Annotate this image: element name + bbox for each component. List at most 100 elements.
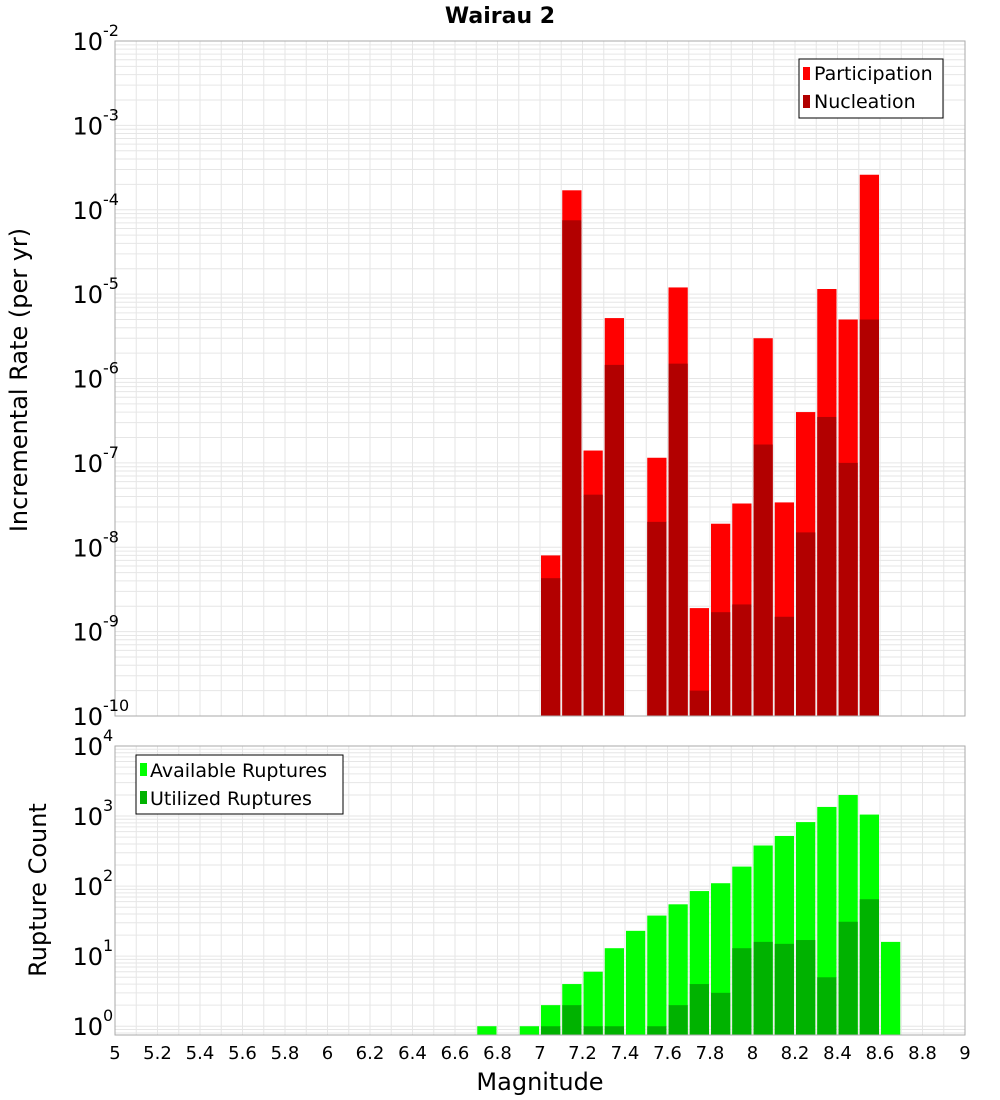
top-bar-s2 [668, 363, 688, 716]
bottom-bar-s2 [838, 921, 858, 1035]
x-tick-label: 6 [322, 1043, 333, 1064]
y-tick-exponent: -6 [103, 359, 119, 378]
y-tick-label: 10 [72, 197, 103, 225]
x-tick-label: 7.6 [653, 1043, 682, 1064]
x-tick-label: 7.4 [611, 1043, 640, 1064]
y-tick-exponent: 1 [103, 936, 113, 955]
y-tick-label: 10 [72, 873, 103, 901]
top-bar-s2 [838, 462, 858, 716]
y-tick-label: 10 [72, 281, 103, 309]
y-tick-exponent: -9 [103, 612, 119, 631]
x-tick-label: 5.4 [186, 1043, 215, 1064]
y-tick-label: 10 [72, 943, 103, 971]
x-tick-label: 6.8 [483, 1043, 512, 1064]
x-tick-label: 6.4 [398, 1043, 427, 1064]
bottom-bars [477, 794, 901, 1035]
y-tick-label: 10 [72, 733, 103, 761]
top-bar-s2 [732, 604, 752, 716]
y-tick-label: 10 [72, 450, 103, 478]
y-tick-label: 10 [72, 703, 103, 731]
x-tick-label: 8.4 [823, 1043, 852, 1064]
y-tick-exponent: -7 [103, 443, 119, 462]
bottom-bar-s2 [817, 977, 837, 1035]
bottom-bar-s1 [519, 1026, 539, 1035]
top-bar-s2 [583, 494, 603, 716]
x-tick-label: 8 [747, 1043, 758, 1064]
top-bar-s2 [604, 364, 624, 716]
top-bar-s2 [689, 690, 709, 716]
legend-label-participation: Participation [814, 63, 933, 85]
y-tick-exponent: 2 [103, 866, 113, 885]
bottom-bar-s2 [796, 940, 816, 1035]
top-bar-s2 [562, 220, 582, 717]
bottom-bar-s2 [604, 1026, 624, 1035]
bottom-plot-border [114, 745, 966, 1036]
x-tick-label: 5 [109, 1043, 120, 1064]
y-tick-label: 10 [72, 366, 103, 394]
top-bar-s2 [711, 612, 731, 716]
bottom-bar-s1 [668, 904, 688, 1035]
x-tick-label: 5.8 [271, 1043, 300, 1064]
legend-swatch-participation [803, 67, 810, 80]
x-tick-label: 8.8 [908, 1043, 937, 1064]
x-tick-label: 5.6 [228, 1043, 257, 1064]
y-tick-exponent: 4 [103, 726, 113, 745]
bottom-bar-s1 [583, 971, 603, 1035]
y-tick-exponent: -2 [103, 21, 119, 40]
x-tick-label: 6.2 [356, 1043, 385, 1064]
bottom-legend: Available Ruptures Utilized Ruptures [135, 754, 344, 815]
x-tick-label: 7.2 [568, 1043, 597, 1064]
bottom-bar-s2 [647, 1026, 667, 1035]
bottom-legend-box [135, 754, 344, 815]
top-legend: Participation Nucleation [798, 58, 944, 119]
y-tick-label: 10 [72, 112, 103, 140]
bottom-bar-s2 [711, 992, 731, 1035]
bottom-bar-s1 [647, 915, 667, 1035]
x-tick-label: 9 [959, 1043, 970, 1064]
legend-label-utilized: Utilized Ruptures [150, 788, 312, 810]
y-tick-exponent: 0 [103, 1006, 113, 1025]
legend-swatch-utilized [140, 791, 147, 804]
y-tick-exponent: -10 [103, 696, 129, 715]
bottom-bar-s2 [859, 899, 879, 1035]
y-tick-exponent: -8 [103, 527, 119, 546]
top-bar-s2 [647, 521, 667, 716]
x-tick-label: 8.2 [781, 1043, 810, 1064]
bottom-bar-s2 [774, 943, 794, 1035]
top-legend-box [798, 58, 944, 119]
x-tick-labels: 5 5.2 5.4 5.6 5.8 6 6.2 6.4 6.6 6.8 7 7.2 7.4 7.6 7.8 8… [109, 1043, 970, 1064]
y-tick-exponent: -5 [103, 274, 119, 293]
x-axis-label: Magnitude [476, 1068, 603, 1096]
x-tick-label: 5.2 [143, 1043, 172, 1064]
top-bar-s2 [774, 616, 794, 716]
bottom-bar-s1 [626, 930, 646, 1035]
bottom-y-axis-label: Rupture Count [24, 803, 52, 977]
bottom-bar-s2 [753, 941, 773, 1035]
legend-swatch-available [140, 763, 147, 776]
top-bars [541, 174, 879, 717]
top-bar-s2 [753, 444, 773, 716]
legend-label-nucleation: Nucleation [814, 91, 916, 113]
x-tick-label: 8.6 [866, 1043, 895, 1064]
bottom-bar-s2 [668, 1005, 688, 1035]
y-tick-label: 10 [72, 1013, 103, 1041]
top-bar-s2 [796, 532, 816, 716]
top-bar-s1 [689, 608, 709, 716]
x-tick-label: 7 [534, 1043, 545, 1064]
x-tick-label: 7.8 [696, 1043, 725, 1064]
bottom-bar-s2 [541, 1026, 561, 1035]
y-tick-exponent: -4 [103, 190, 119, 209]
top-gridlines [114, 40, 966, 717]
y-tick-label: 10 [72, 619, 103, 647]
bottom-bar-s2 [562, 1005, 582, 1035]
y-tick-label: 10 [72, 803, 103, 831]
bottom-bar-s2 [689, 984, 709, 1035]
bottom-bar-s1 [604, 948, 624, 1035]
legend-label-available: Available Ruptures [150, 760, 327, 782]
bottom-bar-s1 [881, 941, 901, 1035]
legend-swatch-nucleation [803, 95, 810, 108]
